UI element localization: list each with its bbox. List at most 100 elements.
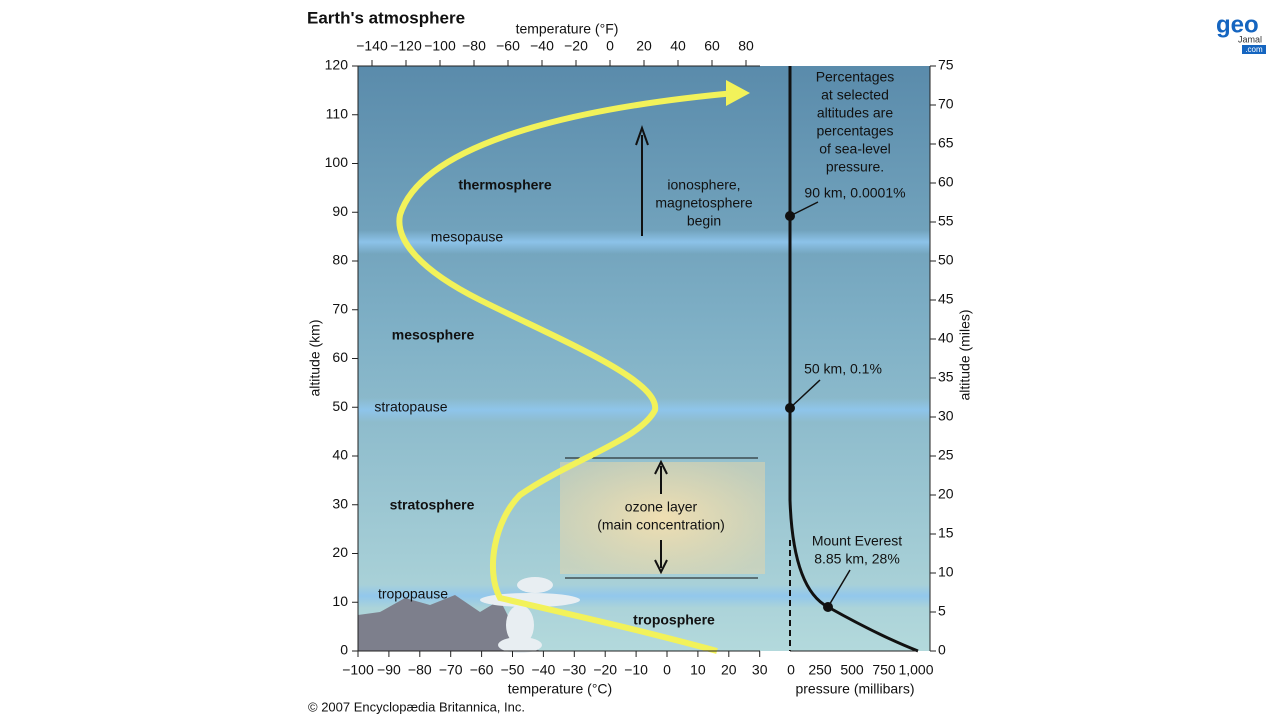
left-tick-label: 70 (332, 300, 348, 316)
top-tick-label: −20 (564, 38, 588, 54)
annotation: 8.85 km, 28% (814, 551, 900, 567)
layer-label: troposphere (633, 612, 715, 628)
left-tick-label: 110 (326, 105, 349, 121)
top-tick-label: 80 (738, 38, 754, 54)
pressure-tick-label: 250 (808, 662, 832, 678)
pressure-tick-label: 750 (872, 662, 896, 678)
bottom-tick-label: 0 (663, 662, 671, 678)
annotation: at selected (821, 87, 889, 103)
annotation: percentages (816, 123, 893, 139)
top-tick-label: −80 (462, 38, 486, 54)
annotation: 90 km, 0.0001% (804, 185, 905, 201)
annotation: altitudes are (817, 105, 893, 121)
stratopause-band (358, 398, 930, 422)
temperature-curve (396, 90, 736, 654)
pressure-axis-title: pressure (millibars) (795, 681, 914, 697)
annotation: Percentages (816, 69, 895, 85)
logo-sub: Jamal (1238, 34, 1262, 44)
cloud (480, 577, 580, 653)
bottom-tick-label: −10 (624, 662, 648, 678)
top-tick-label: −100 (424, 38, 456, 54)
annotation: pressure. (826, 159, 884, 175)
top-tick-label: −40 (530, 38, 554, 54)
top-tick-label: 60 (704, 38, 720, 54)
right-tick-label: 30 (938, 408, 954, 424)
left-tick-label: 100 (325, 154, 349, 170)
right-tick-label: 35 (938, 369, 954, 385)
right-tick-label: 65 (938, 135, 954, 151)
top-tick-label: 20 (636, 38, 652, 54)
bottom-tick-label: 10 (690, 662, 706, 678)
bottom-tick-label: −20 (593, 662, 617, 678)
right-tick-label: 15 (938, 525, 954, 541)
annotation: magnetosphere (655, 195, 753, 211)
right-tick-label: 70 (938, 96, 954, 112)
left-tick-label: 90 (332, 203, 348, 219)
bottom-tick-label: −30 (562, 662, 586, 678)
annotation: Mount Everest (812, 533, 902, 549)
bottom-tick-label: −100 (342, 662, 374, 678)
left-tick-label: 20 (332, 544, 348, 560)
bottom-axis-title: temperature (°C) (508, 681, 612, 697)
layer-label: tropopause (378, 586, 448, 602)
bottom-tick-label: 30 (752, 662, 768, 678)
right-tick-label: 5 (938, 603, 946, 619)
top-tick-label: −140 (356, 38, 388, 54)
annotation: ozone layer (625, 499, 698, 515)
top-tick-label: −60 (496, 38, 520, 54)
left-tick-label: 120 (325, 57, 349, 73)
bottom-tick-label: −90 (377, 662, 401, 678)
leaders (789, 201, 851, 608)
title: Earth's atmosphere (307, 8, 465, 27)
bottom-tick-label: −40 (532, 662, 556, 678)
layer-label: stratosphere (390, 497, 475, 513)
bottom-tick-label: −80 (408, 662, 432, 678)
layer-label: mesosphere (392, 327, 475, 343)
left-tick-label: 50 (332, 398, 348, 414)
bottom-tick-label: 20 (721, 662, 737, 678)
left-tick-label: 60 (332, 349, 348, 365)
ionosphere-arrow (635, 124, 649, 236)
right-tick-label: 55 (938, 213, 954, 229)
ozone-arrows (654, 459, 668, 575)
pressure-tick-label: 1,000 (898, 662, 933, 678)
right-tick-label: 0 (938, 642, 946, 658)
right-tick-label: 40 (938, 330, 954, 346)
left-tick-label: 0 (340, 642, 348, 658)
annotation: 50 km, 0.1% (804, 361, 882, 377)
right-tick-label: 50 (938, 252, 954, 268)
temperature-arrow (726, 80, 750, 106)
mesopause-band (358, 230, 930, 254)
pressure-tick-label: 500 (840, 662, 864, 678)
annotation: begin (687, 213, 721, 229)
annotation: (main concentration) (597, 517, 725, 533)
logo-domain: .com (1245, 45, 1263, 54)
right-axis-title: altitude (miles) (957, 309, 973, 400)
bottom-tick-label: −60 (470, 662, 494, 678)
bottom-tick-label: −70 (439, 662, 463, 678)
top-tick-label: 40 (670, 38, 686, 54)
copyright: © 2007 Encyclopædia Britannica, Inc. (308, 699, 525, 714)
right-tick-label: 20 (938, 486, 954, 502)
layer-label: stratopause (374, 399, 447, 415)
left-tick-label: 40 (332, 447, 348, 463)
right-tick-label: 10 (938, 564, 954, 580)
left-axis-title: altitude (km) (307, 319, 323, 396)
pressure-tick-label: 0 (787, 662, 795, 678)
left-tick-label: 80 (332, 252, 348, 268)
left-tick-label: 30 (332, 495, 348, 511)
right-tick-label: 25 (938, 447, 954, 463)
right-tick-label: 60 (938, 174, 954, 190)
annotation: ionosphere, (667, 177, 740, 193)
mountains (358, 595, 540, 651)
ozone-box (560, 462, 765, 574)
layer-label: mesopause (431, 229, 504, 245)
layer-label: thermosphere (458, 177, 552, 193)
right-tick-label: 75 (938, 57, 954, 73)
top-tick-label: −120 (390, 38, 422, 54)
logo-badge (1242, 45, 1266, 54)
right-tick-label: 45 (938, 291, 954, 307)
logo: geo (1216, 11, 1259, 38)
annotation: of sea-level (819, 141, 891, 157)
